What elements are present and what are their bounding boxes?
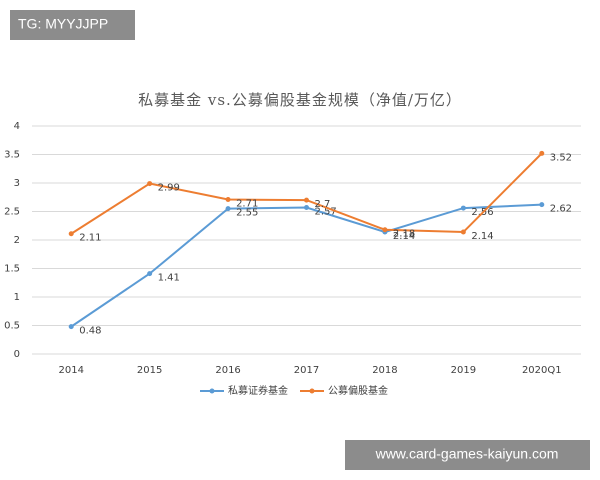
y-tick-label: 2 [14,235,20,246]
x-tick-label: 2019 [451,365,476,376]
point [460,229,466,235]
data-label: 2.62 [550,204,572,215]
x-tick-label: 2014 [58,365,83,376]
point [539,202,545,208]
data-label: 2.71 [236,199,258,210]
legend-marker [309,388,315,394]
point [225,206,231,212]
y-tick-label: 0 [14,349,20,360]
data-label: 0.48 [79,326,101,337]
data-label: 2.99 [158,183,180,194]
y-tick-label: 3.5 [4,150,20,161]
y-tick-label: 2.5 [4,207,20,218]
data-label: 2.14 [471,231,493,242]
data-label: 2.55 [236,208,258,219]
data-label: 2.57 [315,207,337,218]
point [304,205,309,211]
watermark-box [345,440,590,470]
data-label: 2.18 [393,229,415,240]
watermark-box [10,10,135,40]
point [68,231,74,237]
point [68,324,74,330]
y-tick-label: 4 [14,121,20,132]
data-label: 2.11 [79,233,101,244]
data-label: 3.52 [550,152,572,163]
legend-label: 公募偏股基金 [328,384,388,397]
point [147,181,153,187]
data-label: 1.41 [158,273,180,284]
y-tick-label: 1.5 [4,264,20,275]
y-tick-label: 0.5 [4,321,20,332]
legend-label: 私募证券基金 [228,384,288,397]
x-tick-label: 2016 [215,365,240,376]
data-label: 2.7 [315,199,331,210]
data-label: 2.14 [393,231,415,242]
point [382,227,388,233]
point [225,197,231,203]
x-tick-label: 2020Q1 [522,365,562,376]
point [147,271,153,277]
watermark: TG: MYYJJPP [18,16,108,32]
x-tick-label: 2017 [294,365,319,376]
legend-marker [209,388,215,394]
x-tick-label: 2018 [372,365,397,376]
point [539,150,545,156]
point [460,205,466,211]
series-line [70,152,543,235]
x-tick-label: 2015 [137,365,162,376]
y-tick-label: 1 [14,292,20,303]
y-tick-label: 3 [14,178,20,189]
chart-title: 私募基金 vs.公募偏股基金规模（净值/万亿） [138,91,462,109]
point [304,197,309,203]
watermark: www.card-games-kaiyun.com [375,446,559,462]
